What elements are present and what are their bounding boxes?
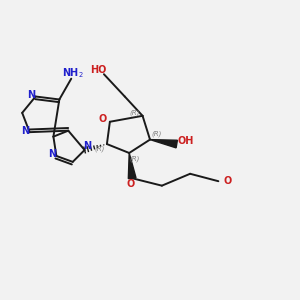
Text: O: O — [98, 114, 106, 124]
Text: OH: OH — [178, 136, 194, 146]
Text: NH$_2$: NH$_2$ — [62, 66, 84, 80]
Text: N: N — [27, 90, 35, 100]
Text: N: N — [83, 141, 91, 152]
Text: (R): (R) — [130, 156, 140, 162]
Text: (R): (R) — [152, 131, 162, 137]
Text: O: O — [127, 179, 135, 189]
Polygon shape — [128, 153, 136, 179]
Text: HO: HO — [90, 65, 106, 75]
Text: O: O — [223, 176, 231, 186]
Text: (R): (R) — [94, 145, 105, 152]
Text: N: N — [21, 126, 29, 136]
Polygon shape — [150, 140, 177, 148]
Text: N: N — [48, 149, 56, 160]
Text: (R): (R) — [130, 110, 140, 116]
